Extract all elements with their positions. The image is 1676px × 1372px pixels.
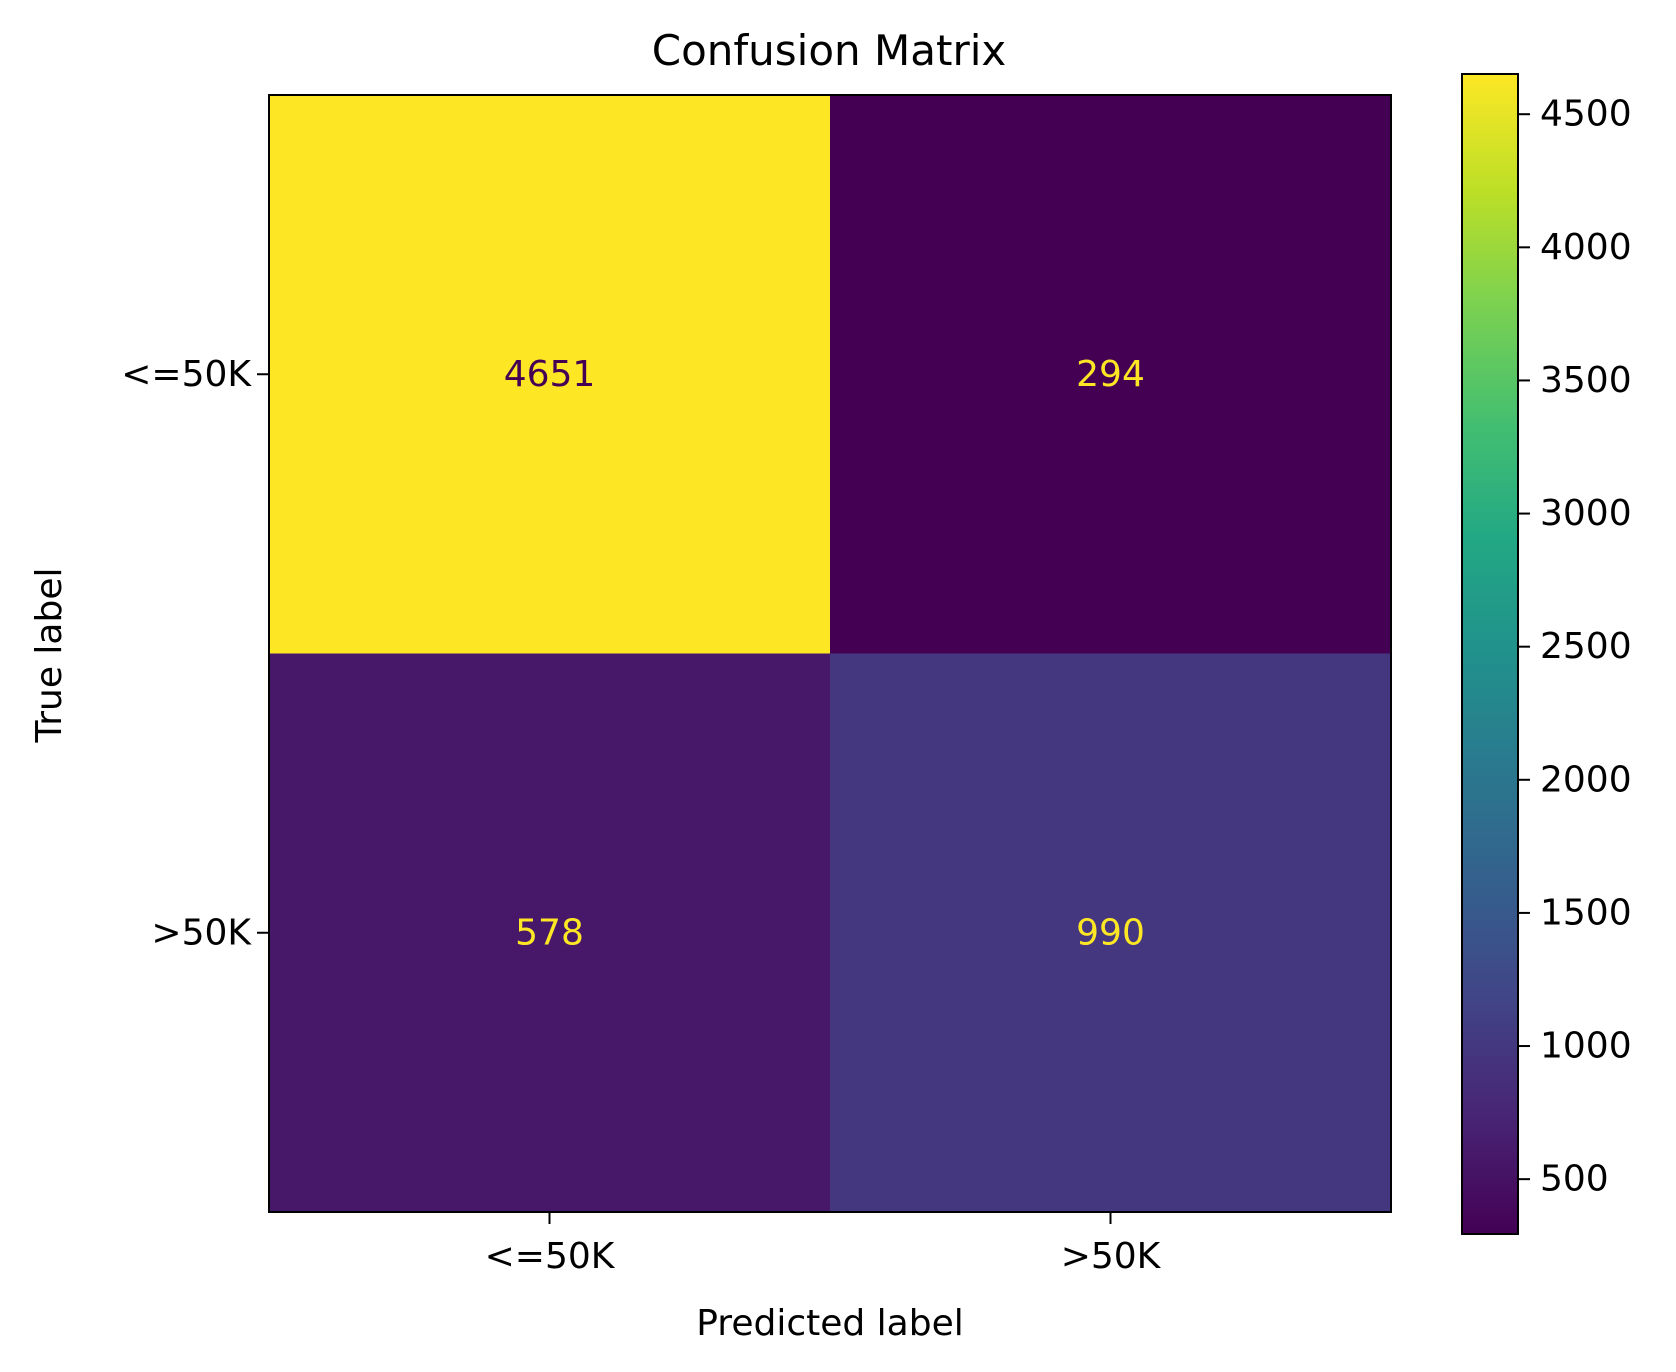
x-axis-ticks: <=50K >50K (485, 1212, 1162, 1277)
cell-value-label: 294 (1076, 354, 1145, 395)
cell-value-label: 990 (1076, 912, 1145, 953)
heatmap-cells: 4651 294 578 990 (269, 95, 1392, 1213)
colorbar-tick-label: 500 (1540, 1159, 1609, 1200)
y-tick-label: <=50K (121, 354, 252, 395)
y-tick-label: >50K (151, 912, 252, 953)
colorbar-tick-label: 4500 (1540, 94, 1632, 135)
heatmap-cell (830, 653, 1392, 1213)
heatmap-cell (269, 95, 831, 654)
cell-value-label: 578 (515, 912, 584, 953)
colorbar-ticks: 500 1000 1500 2000 2500 3000 3500 4000 4500 (1518, 94, 1632, 1200)
x-tick-label: >50K (1061, 1236, 1162, 1277)
colorbar-tick-label: 3000 (1540, 493, 1632, 534)
heatmap-cell (269, 653, 831, 1213)
colorbar-tick-label: 1000 (1540, 1026, 1632, 1067)
colorbar-tick-label: 3500 (1540, 360, 1632, 401)
colorbar-tick-label: 4000 (1540, 227, 1632, 268)
plot-frame (268, 94, 1392, 1213)
heatmap-cell (830, 95, 1392, 654)
colorbar-tick-label: 1500 (1540, 892, 1632, 933)
x-tick-label: <=50K (485, 1236, 616, 1277)
y-axis-ticks: <=50K >50K (121, 354, 269, 953)
cell-value-label: 4651 (504, 354, 596, 395)
chart-title: Confusion Matrix (652, 26, 1007, 75)
x-axis-label: Predicted label (696, 1303, 964, 1344)
colorbar (1461, 73, 1519, 1235)
colorbar-tick-label: 2500 (1540, 626, 1632, 667)
colorbar-tick-label: 2000 (1540, 759, 1632, 800)
y-axis-label: True label (29, 568, 70, 744)
